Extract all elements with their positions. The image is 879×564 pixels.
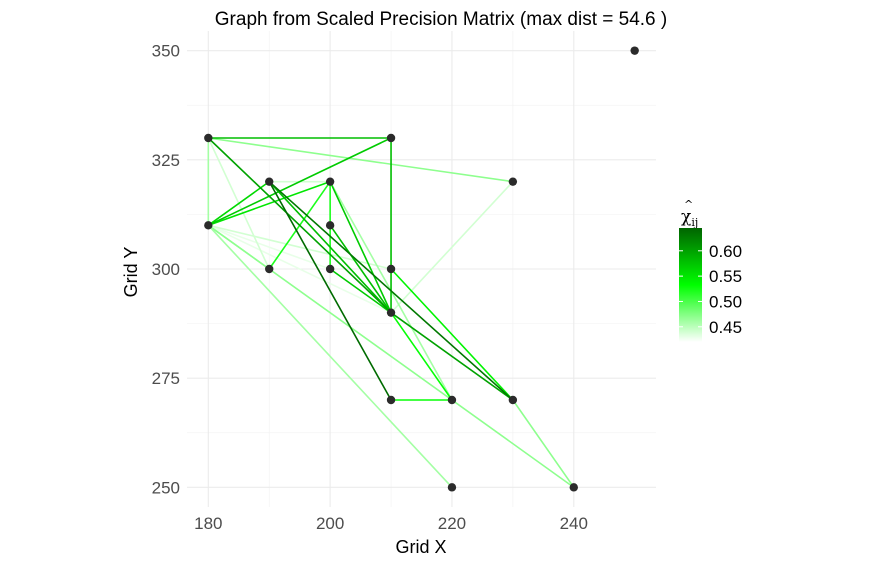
graph-node xyxy=(204,133,213,143)
graph-node xyxy=(386,133,396,143)
legend-tick-label: 0.45 xyxy=(709,318,742,337)
graph-edge xyxy=(329,268,392,314)
graph-node xyxy=(447,483,457,492)
graph-edge xyxy=(207,137,514,183)
graph-edge xyxy=(207,224,392,270)
graph-node xyxy=(386,308,396,317)
x-tick-label: 240 xyxy=(560,514,588,533)
graph-edge xyxy=(207,224,331,270)
legend-title-subscript: ij xyxy=(691,216,698,229)
graph-node xyxy=(386,395,396,405)
graph-edge xyxy=(268,180,392,401)
y-tick-label: 275 xyxy=(152,369,180,388)
legend-title: χij xyxy=(681,207,698,229)
graph-node xyxy=(386,264,396,274)
x-axis-ticks: 180 200 220 240 xyxy=(194,514,588,533)
graph-edge xyxy=(268,180,392,314)
graph-edge xyxy=(268,180,514,401)
graph-edges xyxy=(207,137,575,489)
x-axis-title: Grid X xyxy=(395,537,446,557)
legend-colorbar xyxy=(679,228,702,342)
graph-edge xyxy=(207,180,331,227)
graph-node xyxy=(447,395,457,405)
x-tick-label: 220 xyxy=(438,514,466,533)
graph-edge xyxy=(329,180,392,314)
graph-edge xyxy=(390,311,453,401)
graph-node xyxy=(265,264,274,274)
legend-tick-label: 0.60 xyxy=(709,242,742,261)
legend-tick-label: 0.50 xyxy=(709,292,742,311)
graph-node xyxy=(630,46,639,55)
graph-edge xyxy=(207,224,453,489)
chart-title: Graph from Scaled Precision Matrix (max … xyxy=(215,9,667,30)
x-tick-label: 180 xyxy=(194,514,222,533)
graph-edge xyxy=(512,399,575,489)
graph-edge xyxy=(329,224,392,314)
graph-edge xyxy=(207,137,392,314)
graph-edge xyxy=(207,180,271,227)
graph-node xyxy=(325,221,335,230)
legend-title-hat: ^ xyxy=(684,198,693,211)
graph-edge xyxy=(207,224,392,314)
major-gridlines xyxy=(187,31,656,507)
y-axis-title: Grid Y xyxy=(121,247,141,298)
legend-title-symbol: χ xyxy=(681,207,691,227)
graph-nodes xyxy=(204,46,639,492)
graph-edge xyxy=(207,137,392,227)
legend-tick-label: 0.55 xyxy=(709,267,742,286)
color-legend: χij ^ 0.45 0.50 0.55 0.60 xyxy=(679,198,742,342)
graph-node xyxy=(325,177,335,186)
y-tick-label: 350 xyxy=(152,42,180,61)
graph-node xyxy=(508,395,518,405)
graph-node xyxy=(325,264,335,274)
graph-node xyxy=(265,177,274,186)
graph-node xyxy=(569,483,578,492)
graph-node xyxy=(508,177,518,186)
graph-node xyxy=(204,221,213,230)
y-tick-label: 325 xyxy=(152,151,180,170)
graph-edge xyxy=(390,311,514,401)
legend-ticks: 0.45 0.50 0.55 0.60 xyxy=(679,242,742,337)
y-tick-label: 300 xyxy=(152,260,180,279)
x-tick-label: 200 xyxy=(316,514,344,533)
graph-edge xyxy=(390,268,514,401)
y-tick-label: 250 xyxy=(152,478,180,497)
y-axis-ticks: 250 275 300 325 350 xyxy=(152,42,180,498)
